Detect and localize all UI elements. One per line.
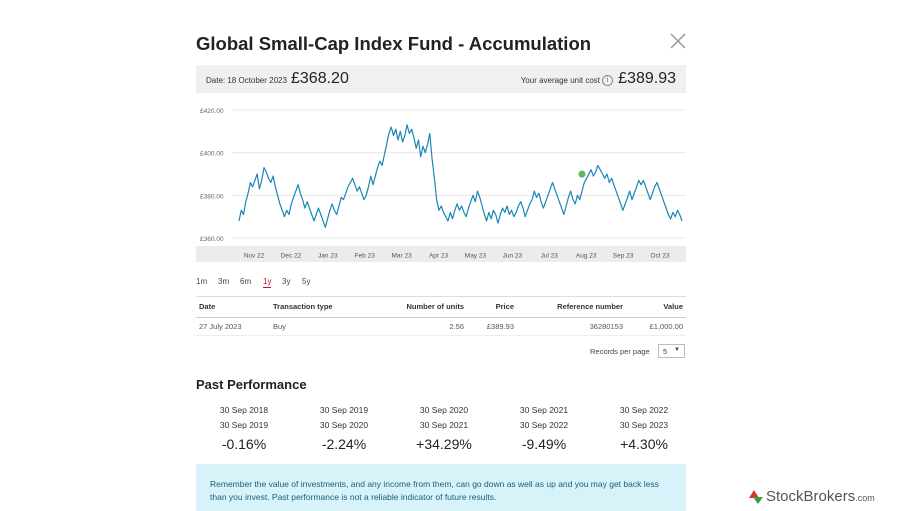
x-tick-label: Mar 23 <box>392 253 413 260</box>
past-performance-grid: 30 Sep 2018 30 Sep 2019 -0.16% 30 Sep 2019 3… <box>196 403 686 458</box>
x-axis-band <box>196 246 686 262</box>
period-start: 30 Sep 2019 <box>319 405 369 415</box>
period-end: 30 Sep 2021 <box>419 420 469 430</box>
records-per-page-value: 5 <box>663 347 668 356</box>
price-date: Date: 18 October 2023 <box>206 76 287 85</box>
x-tick-label: Sep 23 <box>613 253 634 260</box>
period-start: 30 Sep 2018 <box>219 405 269 415</box>
x-tick-label: Feb 23 <box>355 253 376 260</box>
fund-title: Global Small-Cap Index Fund - Accumulati… <box>196 33 592 54</box>
row-reference: 36280153 <box>589 322 623 331</box>
period-start: 30 Sep 2020 <box>419 405 469 415</box>
logo-suffix: .com <box>855 493 875 503</box>
header-date[interactable]: Date <box>199 302 216 311</box>
range-1y[interactable]: 1y <box>263 277 272 288</box>
table-row[interactable]: 27 July 2023 Buy 2.56 £389.93 36280153 £… <box>196 317 686 336</box>
x-tick-label: May 23 <box>465 253 487 260</box>
row-units: 2.56 <box>449 322 464 331</box>
range-6m[interactable]: 6m <box>240 277 252 286</box>
y-tick-label: £420.00 <box>200 108 224 115</box>
logo-brand: StockBrokers <box>766 488 856 505</box>
period-return: -2.24% <box>321 436 367 452</box>
x-tick-label: Oct 23 <box>650 253 670 260</box>
records-per-page-select[interactable]: 5 ▼ <box>658 344 685 358</box>
y-tick-label: £400.00 <box>200 151 224 158</box>
y-tick-label: £380.00 <box>200 193 224 200</box>
period-end: 30 Sep 2019 <box>219 420 269 430</box>
transaction-marker <box>578 170 586 178</box>
period-start: 30 Sep 2022 <box>619 405 669 415</box>
performance-period: 30 Sep 2020 30 Sep 2021 +34.29% <box>396 403 492 452</box>
price-bar: Date: 18 October 2023 £368.20 Your avera… <box>196 65 686 93</box>
x-tick-label: Aug 23 <box>576 253 597 260</box>
row-type: Buy <box>273 322 286 331</box>
x-tick-label: Jun 23 <box>503 253 523 260</box>
current-price: £368.20 <box>291 70 349 87</box>
period-end: 30 Sep 2023 <box>619 420 669 430</box>
range-3m[interactable]: 3m <box>218 277 230 286</box>
risk-notice: Remember the value of investments, and a… <box>196 464 686 511</box>
header-value[interactable]: Value <box>663 302 683 311</box>
x-tick-label: Apr 23 <box>429 253 449 260</box>
range-5y[interactable]: 5y <box>302 277 311 286</box>
info-icon[interactable]: i <box>602 75 613 86</box>
row-price: £389.93 <box>486 322 514 331</box>
logo-arrows-icon <box>749 490 763 504</box>
records-per-page-label: Records per page <box>590 347 650 356</box>
past-performance-title: Past Performance <box>196 377 307 392</box>
row-value: £1,000.00 <box>649 322 683 331</box>
period-end: 30 Sep 2022 <box>519 420 569 430</box>
x-tick-label: Nov 22 <box>244 253 265 260</box>
performance-period: 30 Sep 2022 30 Sep 2023 +4.30% <box>596 403 692 452</box>
header-price[interactable]: Price <box>495 302 514 311</box>
x-tick-label: Jul 23 <box>541 253 559 260</box>
average-cost-label: Your average unit cost <box>520 76 600 85</box>
x-tick-label: Jan 23 <box>318 253 338 260</box>
price-chart[interactable]: £420.00 £400.00 £380.00 £360.00 Nov 22 Dec 22… <box>196 98 686 262</box>
x-tick-label: Dec 22 <box>281 253 302 260</box>
range-3y[interactable]: 3y <box>282 277 291 286</box>
period-return: -9.49% <box>521 436 567 452</box>
average-cost-price: £389.93 <box>618 70 676 87</box>
close-icon[interactable] <box>668 31 688 51</box>
table-header: Date Transaction type Number of units Pr… <box>196 296 686 318</box>
period-return: +34.29% <box>416 436 472 452</box>
performance-period: 30 Sep 2019 30 Sep 2020 -2.24% <box>296 403 392 452</box>
y-tick-label: £360.00 <box>200 236 224 243</box>
chevron-down-icon: ▼ <box>674 347 680 353</box>
row-date: 27 July 2023 <box>199 322 242 331</box>
price-line <box>238 124 683 228</box>
performance-period: 30 Sep 2021 30 Sep 2022 -9.49% <box>496 403 592 452</box>
header-units[interactable]: Number of units <box>406 302 465 311</box>
risk-notice-text: Remember the value of investments, and a… <box>210 479 659 502</box>
period-end: 30 Sep 2020 <box>319 420 369 430</box>
period-start: 30 Sep 2021 <box>519 405 569 415</box>
header-reference[interactable]: Reference number <box>557 302 623 311</box>
period-return: -0.16% <box>221 436 267 452</box>
range-1m[interactable]: 1m <box>196 277 208 286</box>
performance-period: 30 Sep 2018 30 Sep 2019 -0.16% <box>196 403 292 452</box>
period-return: +4.30% <box>620 436 668 452</box>
header-type[interactable]: Transaction type <box>273 302 333 311</box>
